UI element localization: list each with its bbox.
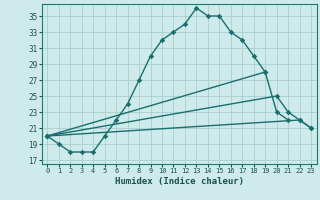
X-axis label: Humidex (Indice chaleur): Humidex (Indice chaleur) xyxy=(115,177,244,186)
